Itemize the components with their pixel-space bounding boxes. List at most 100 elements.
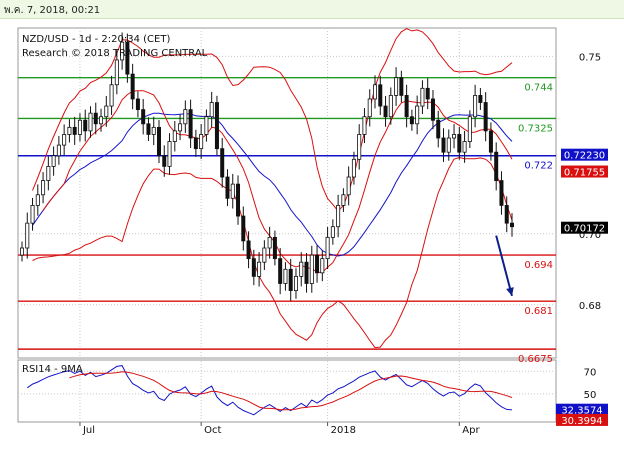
candle-body — [120, 41, 125, 61]
level-label: 0.744 — [524, 83, 553, 94]
candle-body — [77, 119, 82, 135]
candle-body — [351, 158, 356, 178]
candle-body — [483, 102, 488, 132]
candle-body — [72, 126, 77, 135]
support-resistance-lines: 0.744 0.7325 0.722 0.694 0.681 0.6675 — [18, 76, 556, 365]
candle-body — [262, 247, 267, 263]
chart-subtitle: Research © 2018 TRADING CENTRAL — [22, 48, 208, 59]
price-tick-label: 0.75 — [579, 52, 601, 63]
candle-body — [425, 87, 430, 100]
candle-body — [430, 98, 435, 121]
forecast-arrow-head — [506, 287, 514, 296]
price-badges: 0.72230 0.71755 0.70172 — [561, 148, 608, 235]
candle-body — [214, 102, 219, 150]
candle-body — [362, 116, 367, 135]
candle-body — [230, 183, 235, 199]
candle-body — [509, 222, 514, 228]
candle-body — [88, 112, 93, 132]
forecast-arrow — [495, 235, 514, 297]
bollinger-upper — [32, 28, 513, 212]
candle-body — [441, 137, 446, 153]
candle-body — [35, 194, 40, 206]
candle-body — [104, 105, 109, 118]
price-tick-label: 0.68 — [579, 301, 601, 312]
bollinger-lower — [32, 156, 513, 349]
candle-body — [504, 205, 509, 224]
level-label: 0.6675 — [518, 354, 553, 365]
candle-body — [114, 59, 119, 86]
candle-body — [225, 176, 230, 199]
candle-body — [409, 116, 414, 125]
price-badge — [561, 148, 608, 161]
level-label: 0.722 — [524, 161, 553, 172]
candle-body — [499, 180, 504, 206]
candle-body — [193, 137, 198, 150]
rsi-tick-label: 70 — [584, 367, 597, 378]
candle-body — [267, 236, 272, 249]
candle-body — [420, 87, 425, 107]
rsi-badge — [556, 413, 608, 426]
candle-body — [56, 144, 61, 157]
price-badge — [561, 221, 608, 234]
candle-body — [452, 134, 457, 139]
candle-body — [109, 84, 114, 107]
candle-body — [41, 180, 46, 196]
candle-body — [394, 77, 399, 96]
candle-body — [457, 134, 462, 153]
rsi-label: RSI14 - 9MA — [22, 364, 83, 375]
candle-body — [30, 205, 35, 224]
candle-body — [125, 41, 130, 75]
price-tick-label: 0.70 — [579, 230, 601, 241]
candle-body — [367, 98, 372, 118]
price-badge — [561, 165, 608, 178]
candle-body — [51, 155, 56, 167]
chart-title: NZD/USD - 1d - 2:20:34 (CET) — [22, 34, 170, 45]
candle-body — [19, 247, 24, 256]
candle-body — [325, 236, 330, 260]
moving-average — [32, 112, 513, 257]
candle-body — [178, 123, 183, 132]
rsi-badge — [556, 403, 608, 416]
timestamp-label: พ.ค. 7, 2018, 00:21 — [4, 5, 101, 16]
candle-body — [494, 151, 499, 181]
rsi-moving-average — [69, 371, 513, 411]
candle-body — [330, 226, 335, 238]
candle-body — [467, 116, 472, 142]
candle-body — [257, 261, 262, 277]
candle-body — [473, 95, 478, 118]
candle-body — [404, 95, 409, 118]
candle-body — [83, 119, 88, 132]
time-tick-label: Apr — [462, 425, 480, 436]
candle-body — [346, 176, 351, 196]
candle-body — [341, 194, 346, 206]
level-label: 0.681 — [524, 306, 553, 317]
candle-body — [462, 141, 467, 153]
bollinger-bands — [32, 28, 513, 349]
level-label: 0.7325 — [518, 123, 553, 134]
candle-body — [373, 84, 378, 100]
candle-body — [151, 126, 156, 135]
rsi-tick-label: 50 — [584, 390, 597, 401]
time-tick-label: 2018 — [331, 425, 356, 436]
candle-body — [251, 258, 256, 277]
rsi-badge-label: 32.3574 — [561, 406, 602, 417]
candle-body — [388, 95, 393, 118]
candle-body — [25, 222, 30, 249]
candle-body — [130, 73, 135, 100]
candle-body — [304, 261, 309, 284]
candle-body — [320, 258, 325, 274]
time-axis: Jul Oct 2018 Apr — [79, 422, 481, 436]
rsi-line — [27, 365, 513, 416]
candle-body — [278, 258, 283, 284]
candle-body — [383, 105, 388, 118]
candle-body — [188, 109, 193, 139]
time-tick-label: Oct — [204, 425, 221, 436]
candle-body — [399, 77, 404, 96]
candle-body — [488, 130, 493, 153]
candle-body — [288, 268, 293, 291]
candle-body — [299, 261, 304, 277]
rsi-panel-frame — [17, 359, 557, 423]
candle-body — [209, 102, 214, 118]
candle-body — [62, 134, 67, 146]
